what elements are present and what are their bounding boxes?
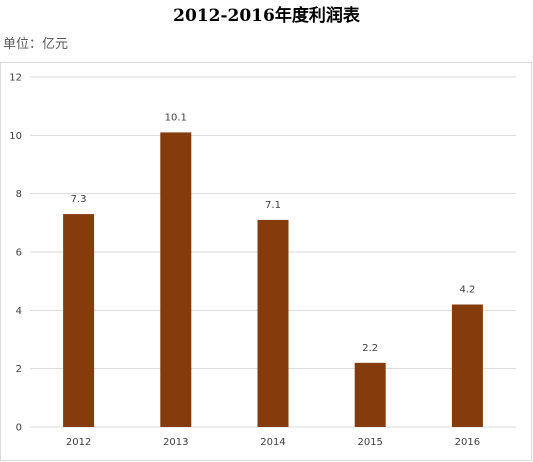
x-tick-label-2014: 2014 bbox=[260, 437, 285, 448]
bar-2015 bbox=[354, 362, 386, 427]
y-tick-label: 12 bbox=[9, 73, 22, 84]
bar-2012 bbox=[63, 214, 95, 427]
bars bbox=[63, 132, 483, 427]
x-axis: 2012 2013 2014 2015 2016 bbox=[66, 437, 480, 448]
unit-label: 单位：亿元 bbox=[3, 37, 69, 52]
y-tick-label: 8 bbox=[16, 189, 22, 200]
data-label-2015: 2.2 bbox=[362, 343, 378, 354]
y-tick-label: 4 bbox=[16, 306, 22, 317]
y-tick-label: 0 bbox=[16, 423, 22, 434]
data-labels: 7.3 10.1 7.1 2.2 4.2 bbox=[71, 112, 476, 353]
chart-area bbox=[0, 62, 532, 461]
data-label-2013: 10.1 bbox=[165, 112, 187, 123]
y-tick-label: 10 bbox=[9, 131, 22, 142]
data-label-2012: 7.3 bbox=[71, 194, 87, 205]
bar-2016 bbox=[451, 304, 483, 427]
data-label-2014: 7.1 bbox=[265, 200, 281, 211]
y-axis: 0 2 4 6 8 10 12 bbox=[9, 73, 22, 434]
bar-2013 bbox=[160, 132, 192, 427]
x-tick-label-2016: 2016 bbox=[455, 437, 480, 448]
data-label-2016: 4.2 bbox=[459, 285, 475, 296]
chart-title: 2012-2016年度利润表 bbox=[173, 6, 360, 26]
x-tick-label-2015: 2015 bbox=[357, 437, 382, 448]
x-tick-label-2012: 2012 bbox=[66, 437, 91, 448]
y-tick-label: 6 bbox=[16, 248, 22, 259]
y-tick-label: 2 bbox=[16, 364, 22, 375]
bar-2014 bbox=[257, 219, 289, 427]
x-tick-label-2013: 2013 bbox=[163, 437, 188, 448]
